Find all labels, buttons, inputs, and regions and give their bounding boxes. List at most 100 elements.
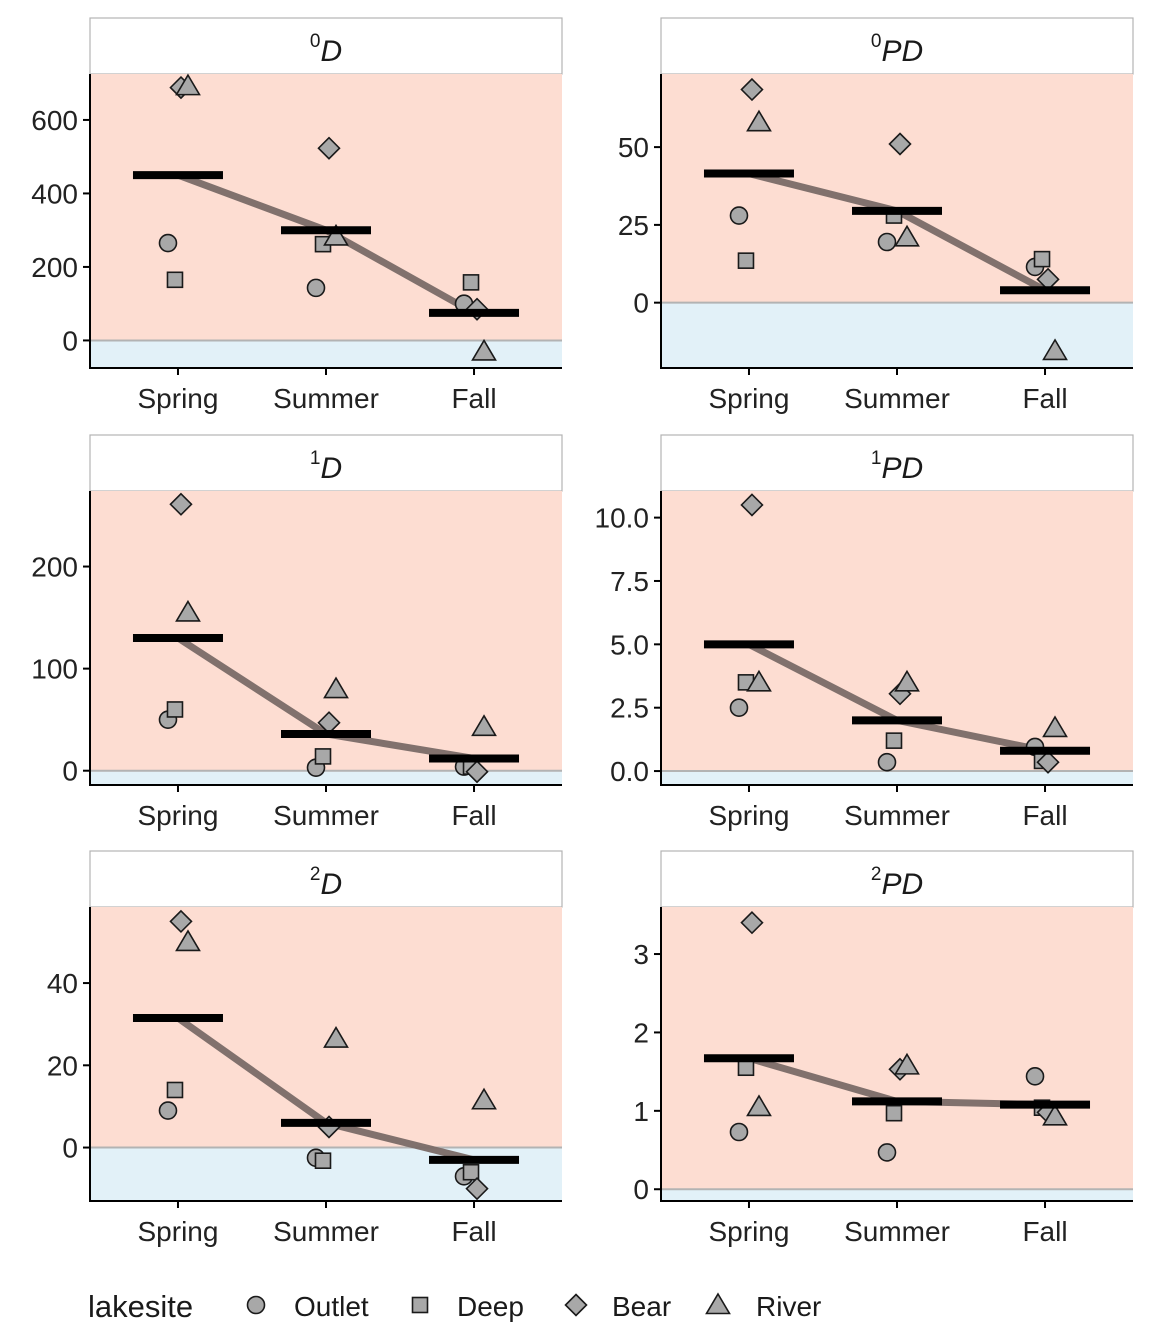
x-tick-label: Fall (451, 800, 496, 831)
data-point-deep (166, 701, 184, 718)
x-tick-label: Fall (451, 1216, 496, 1247)
data-point-deep (166, 1081, 184, 1099)
data-point-river (746, 1094, 772, 1117)
data-point-bear (740, 77, 764, 102)
facet-title: 1D (310, 448, 342, 485)
positive-region (661, 74, 1133, 303)
data-point-deep (462, 1163, 480, 1181)
data-point-deep (314, 748, 332, 765)
legend-item-deep: Deep (411, 1291, 524, 1322)
y-tick-label: 40 (47, 968, 78, 999)
data-point-bear (169, 492, 193, 516)
data-point-river (323, 223, 349, 246)
facet-title-superscript: 1 (871, 448, 882, 469)
x-tick-label: Summer (273, 800, 379, 831)
y-tick-label: 600 (31, 105, 78, 136)
facet-strip (660, 17, 1134, 75)
data-point-river (1042, 338, 1068, 361)
data-point-bear (465, 1177, 489, 1201)
legend-square-icon (411, 1296, 429, 1314)
facet-title-main: PD (881, 868, 923, 901)
y-tick-label: 1 (633, 1096, 649, 1127)
facet-title-superscript: 1 (310, 448, 321, 469)
y-tick-label: 2.5 (610, 693, 649, 724)
x-tick-label: Spring (709, 800, 790, 831)
data-point-outlet (877, 232, 897, 252)
x-tick-label: Summer (844, 800, 950, 831)
data-point-river (746, 669, 772, 692)
facet-title: 1PD (871, 448, 923, 485)
data-point-deep (737, 252, 755, 269)
data-point-bear (888, 132, 912, 156)
data-point-river (894, 669, 920, 692)
y-tick-label: 400 (31, 178, 78, 209)
y-tick-label: 0 (62, 1133, 78, 1164)
facet-title-superscript: 0 (310, 31, 321, 52)
data-point-river (471, 714, 497, 737)
y-tick-label: 7.5 (610, 566, 649, 597)
data-point-river (175, 929, 201, 952)
data-point-river (175, 599, 201, 622)
x-tick-label: Spring (709, 1216, 790, 1247)
facet-title-main: PD (881, 35, 923, 68)
negative-region (90, 770, 562, 785)
x-tick-label: Fall (1022, 1216, 1067, 1247)
data-point-outlet (877, 752, 897, 772)
facet-title: 2PD (871, 864, 923, 901)
x-tick-label: Spring (138, 1216, 219, 1247)
data-point-outlet (729, 1122, 749, 1142)
facet-strip (89, 434, 563, 492)
facet-panel: 2D 0 20 40 Spring Summer Fall (47, 850, 563, 1247)
positive-region (661, 907, 1133, 1190)
data-point-river (471, 338, 497, 361)
data-point-bear (169, 909, 193, 934)
negative-region (661, 771, 1133, 785)
data-point-river (471, 1087, 497, 1110)
data-point-river (1042, 1103, 1068, 1126)
legend-item-outlet: Outlet (246, 1291, 369, 1322)
facet-strip (89, 850, 563, 908)
data-point-bear (465, 760, 489, 784)
y-tick-label: 20 (47, 1050, 78, 1081)
data-point-deep (166, 271, 184, 289)
data-point-deep (885, 732, 903, 749)
facet-title: 2D (310, 864, 342, 901)
data-point-outlet (729, 698, 749, 717)
data-point-outlet (306, 278, 326, 298)
data-point-bear (317, 136, 341, 160)
facet-strip (89, 17, 563, 75)
data-point-outlet (877, 1143, 897, 1162)
y-tick-label: 0 (62, 325, 78, 356)
data-point-river (175, 73, 201, 96)
y-tick-label: 0 (633, 1174, 649, 1205)
legend-item-river: River (705, 1291, 821, 1322)
legend-circle-icon (246, 1295, 266, 1315)
facet-strip (660, 434, 1134, 492)
data-point-river (746, 109, 772, 132)
data-point-deep (462, 274, 480, 291)
data-point-outlet (729, 206, 749, 225)
data-point-river (323, 1026, 349, 1048)
y-tick-label: 0 (62, 756, 78, 787)
legend: lakesite Outlet Deep Bear River (88, 1289, 821, 1324)
legend-label: River (756, 1291, 821, 1322)
facet-title: 0D (310, 31, 342, 68)
x-tick-label: Summer (844, 1216, 950, 1247)
facet-title-main: D (320, 35, 342, 68)
legend-title: lakesite (88, 1289, 193, 1324)
x-tick-label: Spring (138, 800, 219, 831)
data-point-bear (740, 911, 764, 935)
legend-label: Deep (457, 1291, 524, 1322)
legend-diamond-icon (564, 1293, 588, 1317)
y-tick-label: 10.0 (595, 503, 650, 534)
facet-title-main: D (320, 452, 342, 485)
data-point-outlet (1025, 1067, 1045, 1086)
data-point-river (323, 676, 349, 699)
y-tick-label: 25 (618, 210, 649, 241)
y-tick-label: 0.0 (610, 756, 649, 787)
y-tick-label: 50 (618, 132, 649, 163)
data-point-river (1042, 715, 1068, 738)
